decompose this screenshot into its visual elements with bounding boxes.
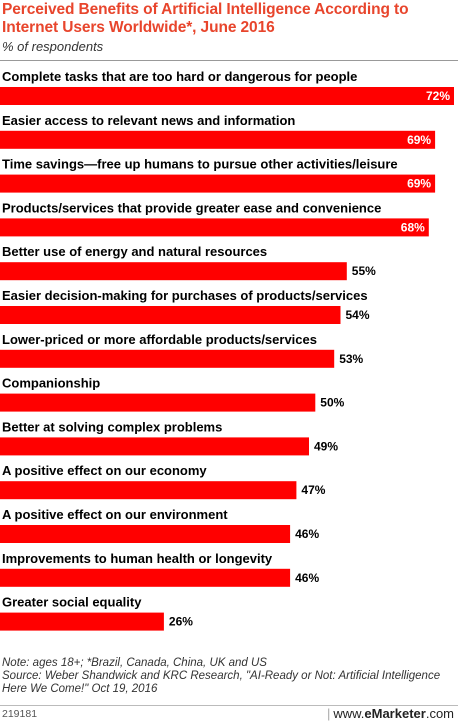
value-label: 68% bbox=[401, 220, 425, 234]
bar bbox=[0, 262, 347, 281]
bar-row: Improvements to human health or longevit… bbox=[0, 551, 319, 587]
bar bbox=[0, 306, 341, 324]
bar-row: Complete tasks that are too hard or dang… bbox=[0, 69, 454, 105]
bar-row: Greater social equality 26% bbox=[0, 595, 193, 631]
bar-row: Time savings—free up humans to pursue ot… bbox=[0, 157, 436, 193]
chart-id: 219181 bbox=[2, 708, 38, 720]
bar bbox=[0, 525, 291, 543]
emarketer-logo: | www.eMarketer.com bbox=[327, 706, 454, 721]
note-text: Note: ages 18+; *Brazil, Canada, China, … bbox=[2, 657, 267, 669]
value-label: 55% bbox=[352, 264, 376, 278]
bar bbox=[0, 481, 297, 500]
value-label: 72% bbox=[426, 89, 450, 103]
bar-row: A positive effect on our environment 46% bbox=[0, 507, 319, 543]
category-label: Better at solving complex problems bbox=[2, 419, 222, 434]
category-label: Products/services that provide greater e… bbox=[2, 200, 381, 215]
value-label: 47% bbox=[301, 483, 325, 497]
value-label: 26% bbox=[169, 615, 193, 629]
bar-row: Companionship 50% bbox=[0, 376, 345, 412]
bar bbox=[0, 130, 436, 149]
top-divider bbox=[0, 60, 458, 61]
category-label: Greater social equality bbox=[2, 595, 142, 610]
value-label: 50% bbox=[320, 396, 344, 410]
value-label: 46% bbox=[295, 527, 319, 541]
bar bbox=[0, 612, 164, 631]
bar-row: Better at solving complex problems 49% bbox=[0, 419, 338, 456]
category-label: Time savings—free up humans to pursue ot… bbox=[2, 157, 398, 172]
bar bbox=[0, 87, 454, 105]
bar-row: Easier decision-making for purchases of … bbox=[0, 288, 370, 324]
bar-row: Lower-priced or more affordable products… bbox=[0, 332, 364, 368]
logo-name: eMarketer bbox=[364, 706, 426, 721]
category-label: Companionship bbox=[2, 376, 100, 391]
logo-prefix: www. bbox=[333, 706, 365, 721]
category-label: Lower-priced or more affordable products… bbox=[2, 332, 317, 347]
category-label: Easier decision-making for purchases of … bbox=[2, 288, 368, 303]
value-label: 49% bbox=[314, 439, 338, 453]
category-label: A positive effect on our environment bbox=[2, 507, 228, 522]
bar-row: Easier access to relevant news and infor… bbox=[0, 113, 436, 149]
category-label: A positive effect on our economy bbox=[2, 463, 207, 478]
logo-suffix: .com bbox=[425, 706, 454, 721]
bottom-divider bbox=[0, 705, 458, 706]
chart-notes: Note: ages 18+; *Brazil, Canada, China, … bbox=[2, 657, 456, 696]
bar-chart: Complete tasks that are too hard or dang… bbox=[0, 69, 454, 631]
bar bbox=[0, 568, 291, 587]
chart-title: Perceived Benefits of Artificial Intelli… bbox=[2, 1, 409, 36]
category-label: Complete tasks that are too hard or dang… bbox=[2, 69, 357, 84]
chart-subtitle: % of respondents bbox=[2, 39, 104, 54]
logo-separator: | bbox=[326, 706, 331, 721]
category-label: Improvements to human health or longevit… bbox=[2, 551, 273, 566]
bar-row: A positive effect on our economy 47% bbox=[0, 463, 326, 500]
bar bbox=[0, 174, 436, 193]
value-label: 53% bbox=[339, 352, 363, 366]
bar-row: Better use of energy and natural resourc… bbox=[0, 244, 376, 281]
bar bbox=[0, 218, 429, 237]
bar bbox=[0, 437, 309, 456]
value-label: 54% bbox=[346, 308, 370, 322]
category-label: Easier access to relevant news and infor… bbox=[2, 113, 295, 128]
value-label: 69% bbox=[407, 133, 431, 147]
source-text: Source: Weber Shandwick and KRC Research… bbox=[2, 670, 441, 695]
bar bbox=[0, 393, 316, 412]
value-label: 69% bbox=[407, 177, 431, 191]
bar bbox=[0, 349, 335, 368]
category-label: Better use of energy and natural resourc… bbox=[2, 244, 267, 259]
value-label: 46% bbox=[295, 571, 319, 585]
bar-row: Products/services that provide greater e… bbox=[0, 200, 429, 237]
